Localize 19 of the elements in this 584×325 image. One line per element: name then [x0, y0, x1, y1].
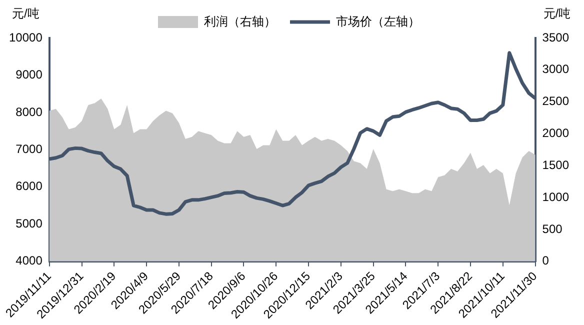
y2-tick-label: 2500 — [542, 94, 570, 108]
y-tick-label: 6000 — [16, 179, 43, 194]
y-tick-label: 4000 — [16, 254, 43, 268]
legend-label: 市场价（左轴） — [336, 14, 420, 28]
y-tick-label: 9000 — [16, 68, 43, 82]
y2-tick-label: 1500 — [542, 158, 570, 172]
y2-tick-label: 2000 — [542, 126, 570, 140]
y2-tick-label: 500 — [542, 222, 563, 236]
legend-label: 利润（右轴） — [204, 14, 276, 28]
y-tick-label: 7000 — [16, 142, 43, 156]
y-axis-title: 元/吨 — [12, 6, 40, 20]
y-tick-label: 5000 — [16, 216, 43, 230]
y2-tick-label: 0 — [542, 254, 550, 268]
y-tick-label: 10000 — [8, 30, 43, 44]
y2-tick-label: 1000 — [542, 190, 570, 204]
y2-tick-label: 3000 — [542, 62, 570, 76]
y2-tick-label: 3500 — [542, 30, 570, 44]
y-tick-label: 8000 — [16, 104, 43, 119]
y2-axis-title: 元/吨 — [543, 6, 571, 20]
